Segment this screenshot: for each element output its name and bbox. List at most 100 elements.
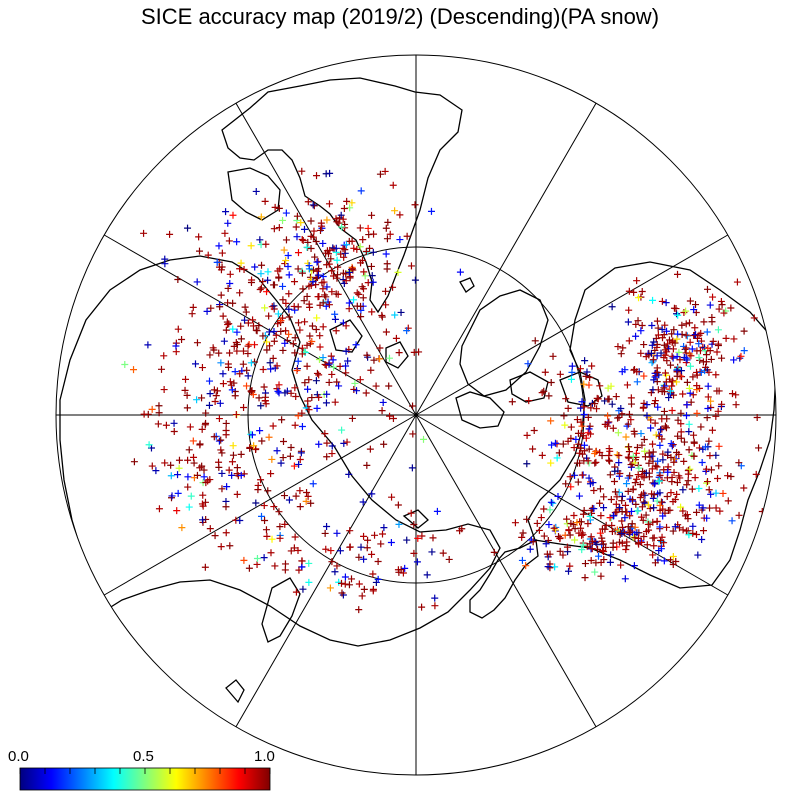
accuracy-point: [639, 404, 647, 412]
accuracy-point: [623, 381, 631, 389]
accuracy-point: [233, 490, 241, 498]
accuracy-point: [130, 366, 138, 374]
accuracy-point: [211, 398, 219, 405]
accuracy-point: [672, 305, 680, 313]
accuracy-point: [545, 392, 553, 400]
accuracy-point: [376, 170, 384, 178]
accuracy-point: [718, 354, 726, 362]
accuracy-point: [629, 485, 637, 493]
accuracy-point: [632, 320, 640, 328]
accuracy-point: [233, 347, 241, 355]
accuracy-point: [298, 557, 306, 565]
accuracy-point: [586, 373, 594, 381]
accuracy-point: [184, 456, 192, 464]
accuracy-point: [649, 494, 657, 502]
accuracy-point: [593, 540, 601, 548]
accuracy-point: [359, 294, 367, 302]
accuracy-point: [668, 338, 676, 346]
accuracy-point: [325, 378, 333, 386]
accuracy-point: [293, 212, 301, 220]
accuracy-point: [573, 519, 581, 527]
accuracy-point: [578, 422, 586, 430]
accuracy-point: [255, 322, 263, 330]
accuracy-point: [196, 464, 204, 472]
accuracy-point: [378, 311, 386, 319]
accuracy-point: [651, 559, 659, 567]
accuracy-point: [702, 465, 710, 473]
accuracy-point: [316, 226, 324, 234]
accuracy-point: [646, 505, 654, 513]
accuracy-point: [287, 443, 295, 451]
accuracy-point: [242, 308, 250, 316]
accuracy-point: [703, 328, 711, 336]
accuracy-point: [650, 534, 658, 542]
accuracy-point: [240, 470, 248, 478]
accuracy-point: [740, 484, 748, 492]
accuracy-point: [350, 244, 358, 252]
accuracy-point: [291, 533, 299, 541]
accuracy-point: [299, 285, 307, 293]
accuracy-point: [627, 416, 635, 424]
accuracy-point: [580, 380, 588, 388]
accuracy-point: [586, 512, 594, 520]
accuracy-point: [258, 261, 266, 269]
accuracy-point: [650, 338, 658, 346]
accuracy-point: [565, 567, 573, 575]
accuracy-point: [648, 465, 656, 473]
accuracy-point: [632, 332, 640, 340]
accuracy-point: [229, 451, 237, 459]
accuracy-point: [684, 470, 692, 478]
accuracy-point: [618, 517, 626, 525]
accuracy-point: [300, 225, 308, 233]
accuracy-point: [638, 321, 646, 329]
accuracy-point: [342, 322, 350, 330]
accuracy-point: [582, 434, 590, 442]
accuracy-point: [523, 460, 531, 468]
accuracy-point: [303, 362, 311, 370]
accuracy-point: [368, 308, 376, 316]
accuracy-point: [262, 400, 270, 408]
accuracy-point: [653, 497, 661, 505]
accuracy-point: [382, 287, 390, 295]
accuracy-point: [294, 412, 302, 420]
accuracy-point: [669, 527, 677, 535]
accuracy-point: [611, 488, 619, 496]
accuracy-point: [735, 459, 743, 467]
accuracy-point: [653, 340, 661, 348]
accuracy-point: [550, 524, 558, 532]
accuracy-point: [279, 438, 287, 446]
accuracy-point: [339, 276, 347, 284]
accuracy-point: [548, 441, 556, 449]
accuracy-point: [328, 558, 336, 566]
accuracy-point: [567, 483, 575, 491]
coastline-siberia: [59, 255, 501, 647]
accuracy-point: [301, 379, 309, 387]
accuracy-point: [368, 272, 376, 280]
accuracy-point: [175, 456, 183, 464]
accuracy-point: [291, 384, 299, 392]
accuracy-point: [263, 288, 271, 296]
accuracy-point: [740, 347, 748, 355]
accuracy-point: [274, 387, 282, 395]
accuracy-point: [395, 349, 403, 357]
accuracy-point: [673, 479, 681, 486]
accuracy-point: [167, 461, 175, 469]
accuracy-point: [541, 368, 549, 376]
accuracy-point: [682, 307, 690, 315]
accuracy-point: [635, 540, 643, 548]
accuracy-point: [196, 440, 204, 448]
accuracy-point: [285, 313, 293, 321]
accuracy-point: [358, 283, 366, 291]
accuracy-point: [239, 347, 247, 355]
accuracy-point: [679, 486, 687, 494]
accuracy-point: [305, 262, 313, 270]
accuracy-point: [170, 419, 178, 427]
accuracy-point: [226, 349, 234, 357]
accuracy-point: [331, 568, 339, 576]
accuracy-point: [264, 276, 272, 284]
accuracy-point: [261, 397, 269, 405]
accuracy-point: [596, 529, 604, 537]
accuracy-point: [299, 585, 307, 593]
accuracy-point: [403, 232, 411, 240]
accuracy-point: [360, 268, 368, 276]
